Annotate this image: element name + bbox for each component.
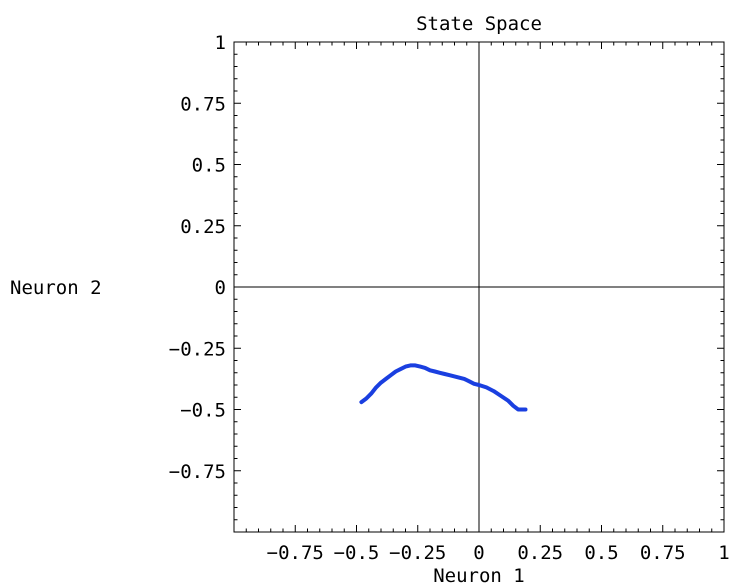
x-tick-label: 1 <box>718 542 729 564</box>
x-axis-label: Neuron 1 <box>433 565 525 587</box>
data-series <box>359 363 528 412</box>
y-tick-label: −0.75 <box>169 461 226 483</box>
x-tick-label: −0.75 <box>267 542 324 564</box>
x-tick-label: −0.25 <box>389 542 446 564</box>
chart-title: State Space <box>416 13 542 35</box>
x-tick-label: 0.75 <box>640 542 686 564</box>
y-tick-label: −0.5 <box>180 400 226 422</box>
x-tick-label: 0.5 <box>584 542 618 564</box>
y-tick-label: 0 <box>215 277 226 299</box>
y-tick-label: 1 <box>215 32 226 54</box>
y-tick-label: 0.5 <box>192 155 226 177</box>
x-tick-label: 0 <box>473 542 484 564</box>
series-line <box>359 363 528 412</box>
y-tick-label: −0.25 <box>169 338 226 360</box>
y-tick-label: 0.25 <box>180 216 226 238</box>
y-axis-label: Neuron 2 <box>10 277 102 299</box>
y-tick-label: 0.75 <box>180 93 226 115</box>
x-axis-ticks: −0.75 −0.5 −0.25 0 0.25 0.5 0.75 1 <box>267 542 730 564</box>
origin-axes <box>234 42 724 532</box>
x-tick-label: −0.5 <box>334 542 380 564</box>
y-axis-ticks: 1 0.75 0.5 0.25 0 −0.25 −0.5 −0.75 <box>169 32 226 483</box>
minor-ticks <box>233 41 725 533</box>
x-tick-label: 0.25 <box>517 542 563 564</box>
